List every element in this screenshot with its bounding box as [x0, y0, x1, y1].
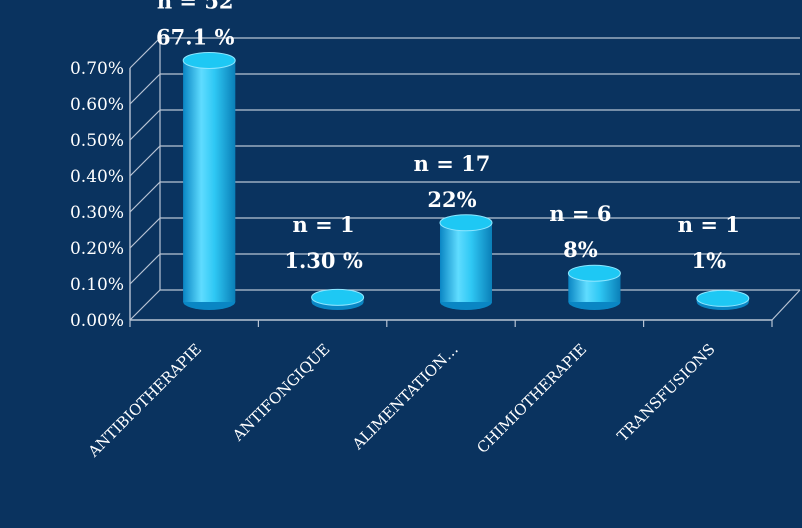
data-label-count: n = 52 [157, 0, 234, 13]
bar-top [182, 51, 236, 69]
axes: 0.00% 0.10% 0.20% 0.30% 0.40% 0.50% 0.60% 0.70% [70, 38, 801, 331]
data-label-count: n = 1 [293, 212, 355, 237]
gridline-side [129, 109, 161, 141]
gridline-side [129, 145, 161, 177]
x-tick-label: TRANSFUSIONS [614, 340, 719, 445]
y-tick-label: 0.00% [70, 311, 124, 331]
gridline-side [129, 217, 161, 249]
data-label-percent: 8% [563, 237, 598, 262]
bar [696, 289, 750, 310]
floor-edge [771, 289, 801, 321]
bar-top [439, 214, 493, 232]
bar [567, 264, 621, 310]
y-tick-label: 0.20% [70, 239, 124, 259]
data-label-percent: 67.1 % [156, 24, 234, 49]
x-tick-label: ALIMENTATION… [348, 340, 462, 454]
bar-top [311, 288, 365, 306]
bars [182, 51, 750, 310]
data-label-percent: 1.30 % [284, 248, 362, 273]
gridline-side [129, 181, 161, 213]
data-label-count: n = 17 [414, 151, 491, 176]
bar [182, 51, 236, 310]
gridline-side [129, 37, 161, 69]
y-tick-label: 0.50% [70, 131, 124, 151]
gridline-side [129, 73, 161, 105]
x-tick-label: ANTIFONGIQUE [228, 340, 333, 445]
data-label-count: n = 1 [678, 212, 740, 237]
bar-top [696, 289, 750, 307]
data-label-percent: 22% [427, 187, 476, 212]
y-tick-label: 0.70% [70, 59, 124, 79]
bar-top [567, 264, 621, 282]
bar [439, 214, 493, 310]
x-tick-label: ANTIBIOTHERAPIE [84, 340, 205, 461]
bar-front [440, 222, 492, 302]
x-tick-label: CHIMIOTHERAPIE [473, 340, 590, 457]
data-label-percent: 1% [692, 248, 727, 273]
bar-front [183, 60, 236, 302]
y-tick-label: 0.10% [70, 275, 124, 295]
y-tick-label: 0.60% [70, 95, 124, 115]
gridline-side [129, 289, 161, 321]
bar [311, 288, 365, 310]
gridline-side [129, 253, 161, 285]
labels: n = 52 67.1 % ANTIBIOTHERAPIE n = 1 1.30 % AN… [84, 0, 740, 461]
data-label-count: n = 6 [549, 201, 611, 226]
y-tick-label: 0.30% [70, 203, 124, 223]
y-tick-label: 0.40% [70, 167, 124, 187]
